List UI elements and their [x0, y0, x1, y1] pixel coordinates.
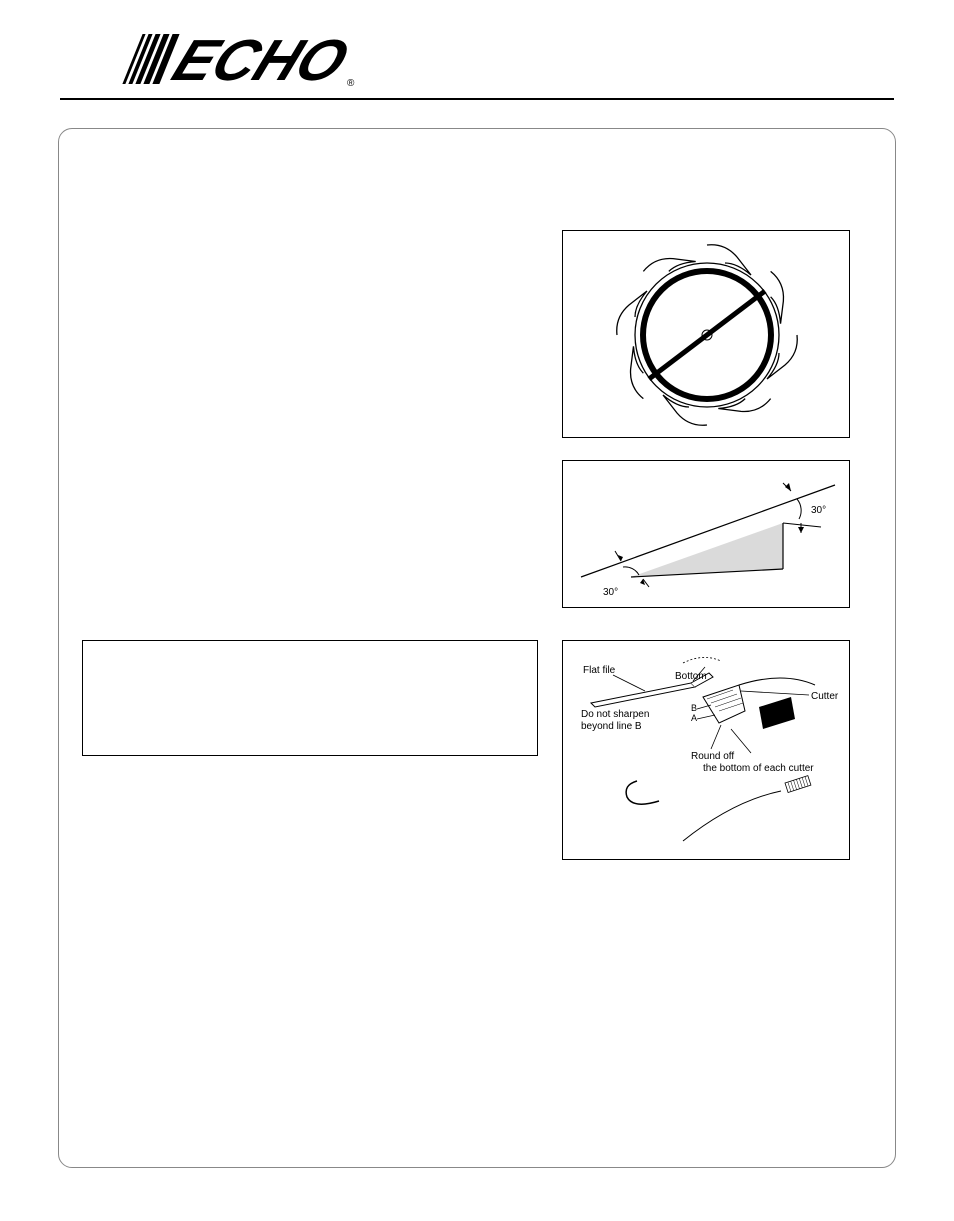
caption-box — [82, 640, 538, 756]
figure-sharpen-diagram: Flat file Bottom Cutter B A Do not sharp… — [562, 640, 850, 860]
header-divider — [60, 98, 894, 100]
blade-disc-svg — [563, 231, 851, 439]
figure-blade-disc — [562, 230, 850, 438]
logo-text: ECHO — [164, 28, 355, 90]
no-sharpen-line2: beyond line B — [581, 721, 642, 732]
registered-mark: ® — [347, 78, 355, 89]
no-sharpen-line1: Do not sharpen — [581, 709, 649, 720]
echo-logo-svg: ECHO ® — [115, 28, 355, 90]
figure-angle-diagram: 30° 30° — [562, 460, 850, 608]
flat-file-label: Flat file — [583, 665, 616, 676]
round-off-line1: Round off — [691, 751, 734, 762]
angle-diagram-svg: 30° 30° — [563, 461, 851, 609]
angle-top-label: 30° — [811, 505, 826, 516]
round-off-line2: the bottom of each cutter — [703, 763, 814, 774]
angle-bottom-label: 30° — [603, 587, 618, 598]
line-b-label: B — [691, 703, 697, 713]
cutter-label: Cutter — [811, 691, 839, 702]
brand-logo: ECHO ® — [115, 28, 355, 95]
bottom-label: Bottom — [675, 671, 707, 682]
line-a-label: A — [691, 713, 697, 723]
sharpen-diagram-svg: Flat file Bottom Cutter B A Do not sharp… — [563, 641, 851, 861]
